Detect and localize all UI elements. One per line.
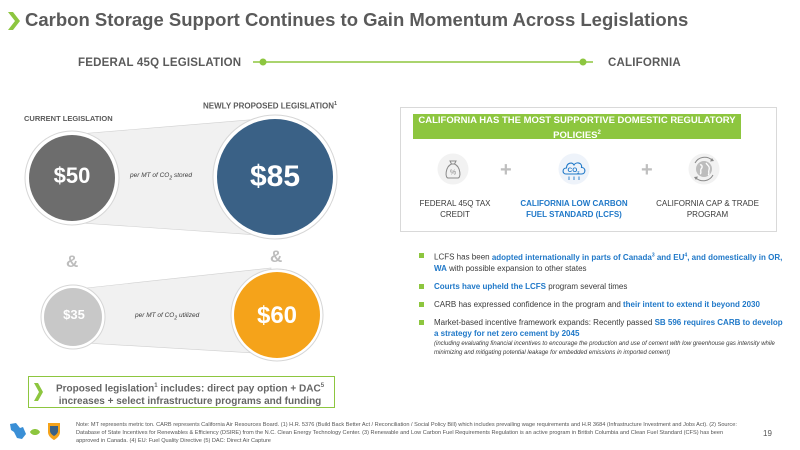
proposed-legislation-callout: Proposed legislation1 includes: direct p… [28,376,335,408]
lcfs-item: CALIFORNIA LOW CARBON FUEL STANDARD (LCF… [520,199,628,219]
ampersand-proposed: & [270,247,283,266]
proposed-stored-value: $85 [249,160,301,193]
california-banner: CALIFORNIA HAS THE MOST SUPPORTIVE DOMES… [413,114,741,141]
california-label: CALIFORNIA [608,57,681,69]
current-stored-value: $50 [53,163,91,188]
list-item: Market-based incentive framework expands… [418,317,788,339]
timeline-end-dot [579,58,587,66]
current-stored-circle [29,135,115,221]
current-utilized-value: $35 [63,307,85,322]
co2-cloud-icon: CO2 [558,153,590,185]
page-title: Carbon Storage Support Continues to Gain… [25,9,689,30]
money-bag-icon: % [437,153,469,185]
ampersand-current: & [66,252,79,271]
cap-and-trade-item: CALIFORNIA CAP & TRADE PROGRAM [656,199,759,219]
plus-sign-1: + [500,159,512,181]
list-item-detail: (including evaluating financial incentiv… [434,340,775,356]
timeline-connector [253,58,593,66]
list-item: LCFS has been adopted internationally in… [418,250,788,274]
chevron-right-icon [34,383,43,401]
svg-text:CO2: CO2 [568,167,581,175]
callout-text: Proposed legislation1 includes: direct p… [55,383,325,408]
leaf-icon [30,429,40,435]
list-item: Courts have upheld the LCFS program seve… [418,281,788,292]
partner-logos [10,423,60,440]
california-map-icon [10,423,26,439]
plus-sign-2: + [641,159,653,181]
page-number: 19 [763,429,772,438]
proposed-legislation-label: NEWLY PROPOSED LEGISLATION1 [203,101,338,111]
federal-45q-label: FEDERAL 45Q LEGISLATION [78,57,242,69]
chevron-right-icon [8,12,20,30]
utilized-unit-note: per MT of CO2 utilized [135,312,200,322]
proposed-utilized-circle [234,272,320,358]
footnote-text: Note: MT represents metric ton. CARB rep… [76,422,737,444]
proposed-utilized-value: $60 [256,302,298,329]
timeline-start-dot [259,58,267,66]
proposed-stored-circle [217,119,333,235]
federal-45q-item: FEDERAL 45Q TAX CREDIT [419,199,491,219]
current-utilized-circle [44,288,102,346]
stored-unit-note: per MT of CO2 stored [130,172,193,182]
list-item: CARB has expressed confidence in the pro… [418,299,788,310]
globe-recycle-icon [688,153,720,185]
current-legislation-label: CURRENT LEGISLATION [24,114,113,123]
california-bullet-list: LCFS has been adopted internationally in… [418,250,788,365]
svg-text:%: % [450,170,456,177]
